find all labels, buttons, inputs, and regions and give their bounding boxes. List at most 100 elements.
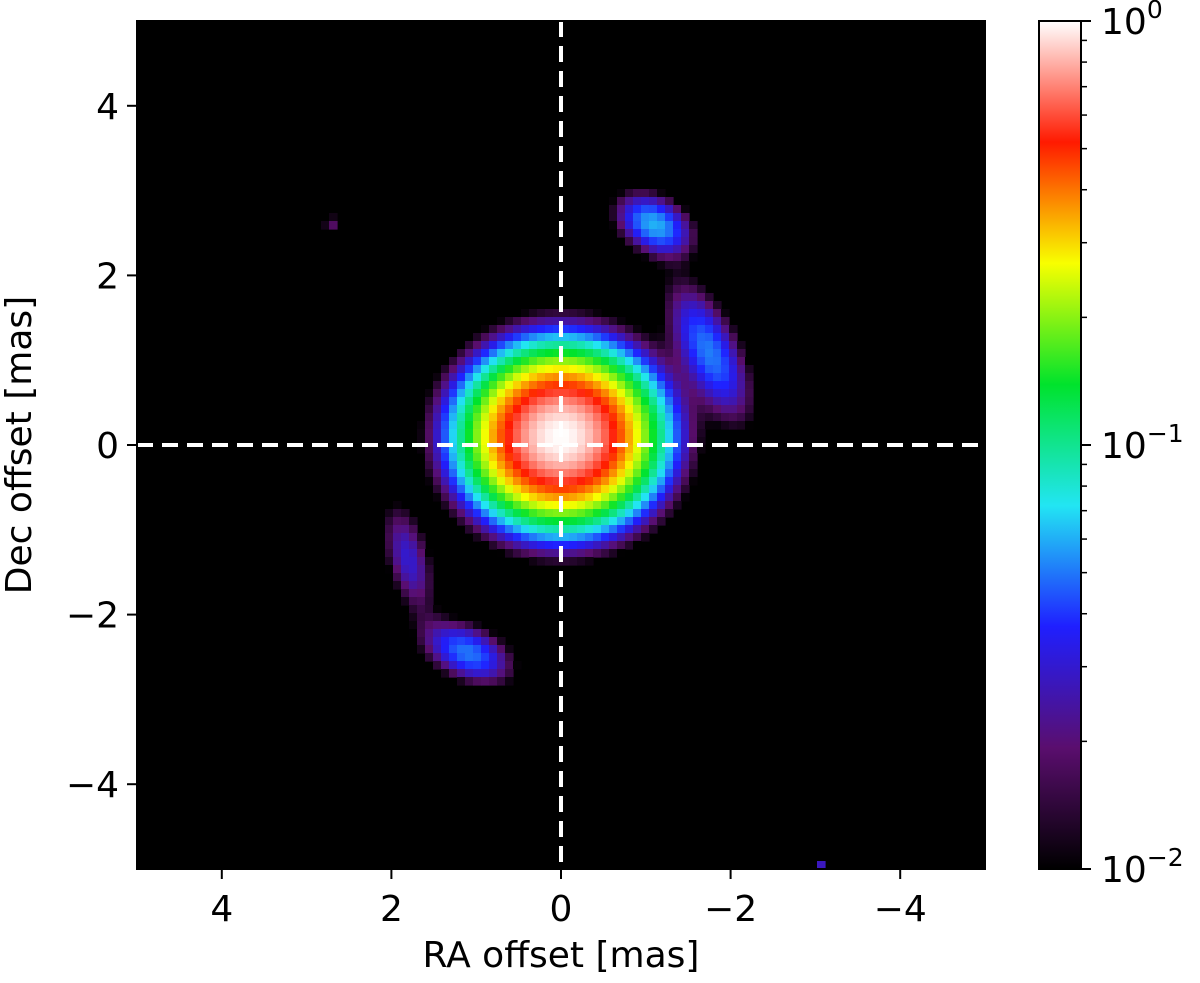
heatmap-cell xyxy=(657,509,666,518)
heatmap-cell xyxy=(665,269,674,278)
heatmap-cell xyxy=(705,397,714,406)
heatmap-cell xyxy=(449,653,458,662)
heatmap-cell xyxy=(569,437,578,446)
heatmap-cell xyxy=(681,493,690,502)
heatmap-cell xyxy=(521,445,530,454)
heatmap-cell xyxy=(585,445,594,454)
heatmap-cell xyxy=(665,301,674,310)
heatmap-cell xyxy=(641,413,650,422)
heatmap-cell xyxy=(601,509,610,518)
heatmap-cell xyxy=(737,413,746,422)
heatmap-cell xyxy=(457,661,466,670)
heatmap-cell xyxy=(417,589,426,598)
heatmap-cell xyxy=(673,501,682,510)
heatmap-cell xyxy=(473,381,482,390)
heatmap-cell xyxy=(465,677,474,686)
heatmap-cell xyxy=(665,205,674,214)
heatmap-cell xyxy=(641,213,650,222)
heatmap-cell xyxy=(593,421,602,430)
heatmap-cell xyxy=(617,453,626,462)
heatmap-cell xyxy=(609,333,618,342)
heatmap-cell xyxy=(745,365,754,374)
heatmap-cell xyxy=(625,485,634,494)
heatmap-cell xyxy=(729,421,738,430)
heatmap-cell xyxy=(737,365,746,374)
heatmap-cell xyxy=(521,421,530,430)
heatmap-cell xyxy=(593,533,602,542)
heatmap-cell xyxy=(705,309,714,318)
heatmap-cell xyxy=(601,317,610,326)
heatmap-cell xyxy=(617,477,626,486)
heatmap-cell xyxy=(705,381,714,390)
heatmap-cell xyxy=(537,325,546,334)
heatmap-cell xyxy=(465,341,474,350)
heatmap-cell xyxy=(585,557,594,566)
heatmap-cell xyxy=(497,333,506,342)
heatmap-cell xyxy=(729,357,738,366)
heatmap-cell xyxy=(673,445,682,454)
heatmap-cell xyxy=(473,485,482,494)
heatmap-cell xyxy=(657,453,666,462)
heatmap-cell xyxy=(529,549,538,558)
heatmap-cell xyxy=(593,517,602,526)
heatmap-cell xyxy=(393,501,402,510)
heatmap-cell xyxy=(697,349,706,358)
heatmap-cell xyxy=(617,549,626,558)
heatmap-cell xyxy=(457,389,466,398)
heatmap-cell xyxy=(593,453,602,462)
heatmap-cell xyxy=(417,573,426,582)
heatmap-cell xyxy=(649,461,658,470)
heatmap-cell xyxy=(425,389,434,398)
heatmap-cell xyxy=(481,461,490,470)
heatmap-cell xyxy=(545,341,554,350)
heatmap-cell xyxy=(625,437,634,446)
heatmap-cell xyxy=(553,533,562,542)
heatmap-cell xyxy=(633,437,642,446)
heatmap-cell xyxy=(449,645,458,654)
heatmap-cell xyxy=(393,517,402,526)
heatmap-cell xyxy=(657,365,666,374)
heatmap-cell xyxy=(577,533,586,542)
heatmap-cell xyxy=(577,333,586,342)
heatmap-cell xyxy=(729,325,738,334)
heatmap-cell xyxy=(649,429,658,438)
heatmap-cell xyxy=(513,389,522,398)
heatmap-cell xyxy=(625,205,634,214)
heatmap-cell xyxy=(585,525,594,534)
heatmap-cell xyxy=(513,501,522,510)
heatmap-cell xyxy=(649,221,658,230)
heatmap-cell xyxy=(649,413,658,422)
heatmap-cell xyxy=(617,341,626,350)
heatmap-cell xyxy=(449,437,458,446)
heatmap-cell xyxy=(705,301,714,310)
heatmap-cell xyxy=(609,325,618,334)
heatmap-cell xyxy=(721,333,730,342)
heatmap-cell xyxy=(673,317,682,326)
heatmap-cell xyxy=(649,333,658,342)
heatmap-cell xyxy=(489,453,498,462)
heatmap-cell xyxy=(513,485,522,494)
heatmap-cell xyxy=(561,333,570,342)
heatmap-cell xyxy=(497,661,506,670)
heatmap-cell xyxy=(457,477,466,486)
heatmap-cell xyxy=(609,533,618,542)
heatmap-cell xyxy=(489,541,498,550)
heatmap-cell xyxy=(553,317,562,326)
heatmap-cell xyxy=(505,645,514,654)
heatmap-cell xyxy=(577,413,586,422)
heatmap-cell xyxy=(561,477,570,486)
heatmap-cell xyxy=(633,229,642,238)
heatmap-cell xyxy=(665,333,674,342)
heatmap-cell xyxy=(657,517,666,526)
heatmap-cell xyxy=(697,357,706,366)
heatmap-cell xyxy=(617,365,626,374)
heatmap-cell xyxy=(529,349,538,358)
heatmap-cell xyxy=(401,517,410,526)
heatmap-cell xyxy=(697,405,706,414)
heatmap-cell xyxy=(569,461,578,470)
heatmap-cell xyxy=(545,309,554,318)
heatmap-cell xyxy=(441,485,450,494)
heatmap-cell xyxy=(633,245,642,254)
heatmap-cell xyxy=(521,509,530,518)
heatmap-cell xyxy=(505,533,514,542)
